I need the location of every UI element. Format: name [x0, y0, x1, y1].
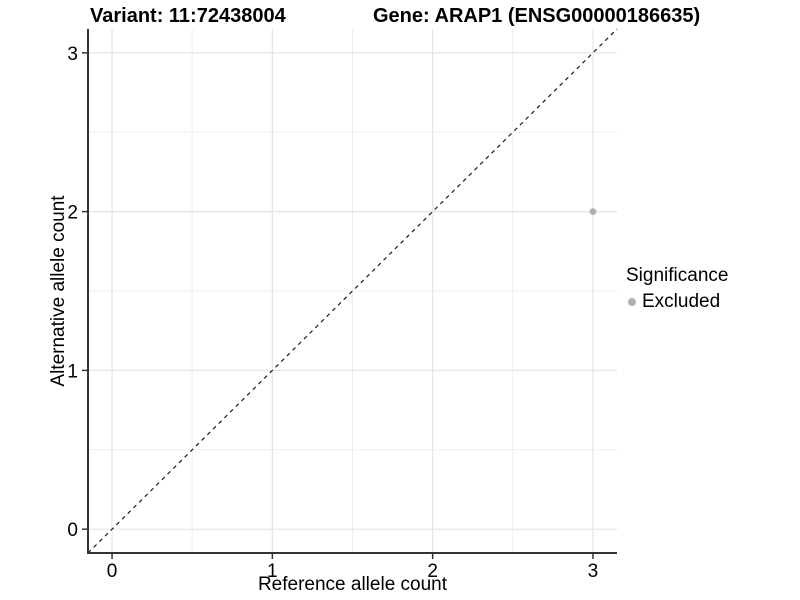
legend-point-icon — [628, 298, 636, 306]
data-point — [589, 208, 597, 216]
plot-title-gene: Gene: ARAP1 (ENSG00000186635) — [373, 5, 701, 27]
legend: Significance Excluded — [626, 265, 728, 313]
legend-item-excluded: Excluded — [628, 291, 728, 313]
y-tick-label: 2 — [67, 203, 78, 224]
y-tick-label: 0 — [67, 520, 78, 541]
legend-title: Significance — [626, 265, 729, 286]
y-axis-title: Alternative allele count — [48, 195, 69, 387]
x-tick-labels: 0 1 2 3 — [107, 561, 598, 582]
plot-title-variant: Variant: 11:72438004 — [90, 5, 286, 27]
x-tick-label: 2 — [427, 561, 438, 582]
y-tick-label: 1 — [67, 361, 78, 382]
grid-major — [88, 29, 617, 553]
legend-item-label: Excluded — [642, 291, 721, 312]
y-tick-label: 3 — [67, 44, 78, 65]
tick-marks — [82, 52, 594, 559]
x-tick-label: 1 — [267, 561, 278, 582]
axis-lines — [87, 29, 617, 554]
data-points — [589, 208, 597, 216]
x-axis-title: Reference allele count — [257, 574, 448, 595]
x-tick-label: 3 — [588, 561, 599, 582]
x-tick-label: 0 — [107, 561, 118, 582]
grid-minor — [88, 29, 617, 553]
y-tick-labels: 0 1 2 3 — [67, 44, 78, 541]
